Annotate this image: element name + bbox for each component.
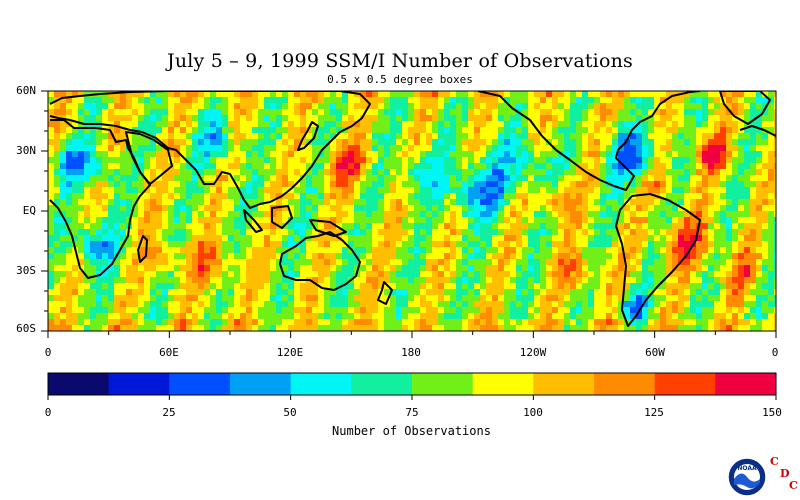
colorbar-swatch <box>715 373 777 395</box>
observation-field <box>48 91 776 331</box>
colorbar-label-25: 25 <box>162 406 176 419</box>
continent-new-guinea <box>309 219 347 237</box>
continent-new-zealand <box>377 281 393 305</box>
continent-australia <box>279 231 361 291</box>
colorbar-label-150: 150 <box>762 406 782 419</box>
colorbar-label-100: 100 <box>523 406 543 419</box>
continent-arabia <box>125 131 173 185</box>
cdc-letter-c1: C <box>770 455 779 468</box>
colorbar-label-125: 125 <box>644 406 664 419</box>
map-subtitle: 0.5 x 0.5 degree boxes <box>327 73 473 86</box>
colorbar <box>47 372 777 400</box>
lat-label-60n: 60N <box>16 84 36 97</box>
lat-label-eq: EQ <box>22 204 36 217</box>
colorbar-swatch <box>48 373 110 395</box>
colorbar-label-50: 50 <box>283 406 297 419</box>
colorbar-swatch <box>594 373 656 395</box>
cdc-logo: C D C <box>768 455 800 495</box>
noaa-logo-bird <box>734 473 760 489</box>
lat-label-30s: 30S <box>16 264 36 277</box>
lon-label-120w: 120W <box>519 346 547 359</box>
colorbar-swatch <box>654 373 716 395</box>
lon-label-0-west: 0 <box>44 346 52 359</box>
colorbar-swatch <box>472 373 534 395</box>
continent-outlines <box>49 91 776 327</box>
lon-label-0-east: 0 <box>771 346 779 359</box>
continent-europe-asia <box>49 91 371 209</box>
continent-sumatra <box>243 209 263 233</box>
continent-south-america <box>615 193 701 327</box>
colorbar-swatch <box>290 373 352 395</box>
colorbar-swatch <box>412 373 474 395</box>
colorbar-title: Number of Observations <box>332 424 491 438</box>
cdc-letter-c2: C <box>789 479 798 492</box>
noaa-logo-text: NOAA <box>737 465 757 472</box>
lat-label-30n: 30N <box>16 144 36 157</box>
map-title: July 5 – 9, 1999 SSM/I Number of Observa… <box>167 50 633 72</box>
noaa-logo: NOAA <box>727 457 767 497</box>
lon-label-120e: 120E <box>276 346 304 359</box>
colorbar-label-0: 0 <box>44 406 52 419</box>
lon-label-180: 180 <box>401 346 421 359</box>
continent-madagascar <box>137 235 148 263</box>
colorbar-label-75: 75 <box>405 406 419 419</box>
continent-north-america <box>477 91 701 191</box>
colorbar-swatch <box>533 373 595 395</box>
lon-label-60w: 60W <box>645 346 665 359</box>
colorbar-swatch <box>108 373 170 395</box>
continent-africa <box>49 119 151 279</box>
continent-greenland <box>719 91 771 125</box>
lat-label-60s: 60S <box>16 322 36 335</box>
cdc-letter-d: D <box>780 467 790 480</box>
colorbar-swatch <box>351 373 413 395</box>
axis-ticks <box>41 90 777 338</box>
lon-label-60e: 60E <box>159 346 179 359</box>
continent-japan <box>297 121 319 151</box>
continent-europe-west <box>739 125 776 137</box>
colorbar-swatch <box>230 373 292 395</box>
continent-borneo <box>271 205 293 229</box>
colorbar-swatch <box>169 373 231 395</box>
